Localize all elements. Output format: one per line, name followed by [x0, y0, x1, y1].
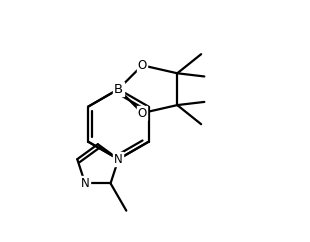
Text: O: O [138, 59, 147, 72]
Text: O: O [138, 106, 147, 120]
Text: B: B [114, 83, 123, 96]
Text: N: N [81, 177, 90, 190]
Text: N: N [114, 153, 123, 166]
